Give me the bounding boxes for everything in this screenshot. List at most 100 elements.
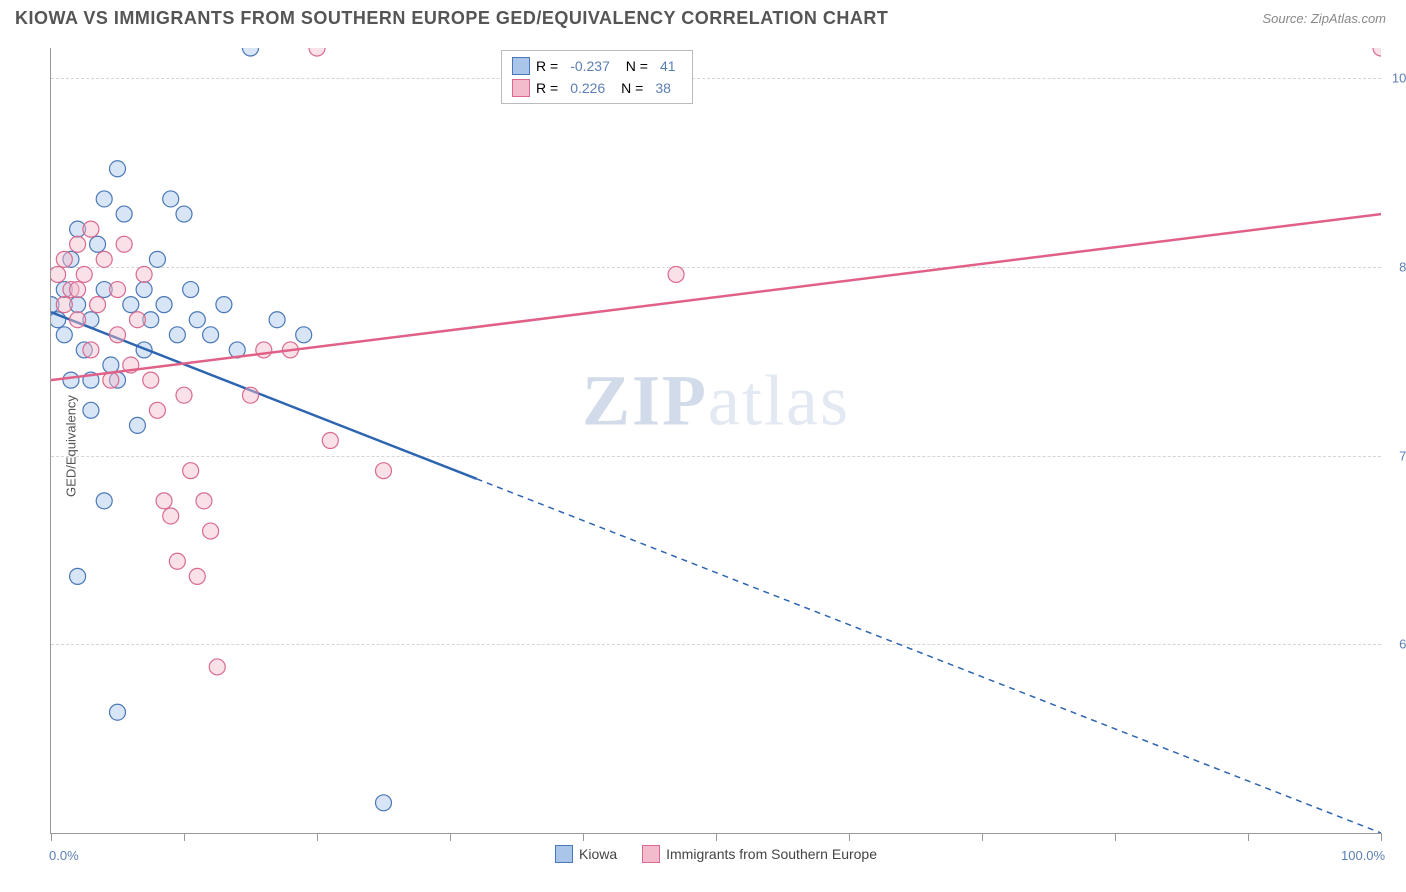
x-tick <box>1381 833 1382 841</box>
data-point <box>110 704 126 720</box>
data-point <box>163 508 179 524</box>
data-point <box>70 236 86 252</box>
chart-plot-area: ZIPatlas 62.5%75.0%87.5%100.0%0.0%100.0%… <box>50 48 1381 834</box>
trend-line-dashed <box>477 479 1381 833</box>
legend-item: Kiowa <box>555 845 617 863</box>
data-point <box>1373 48 1381 56</box>
legend-swatch <box>642 845 660 863</box>
data-point <box>70 282 86 298</box>
x-tick <box>982 833 983 841</box>
stat-label: N = <box>622 55 648 77</box>
data-point <box>51 266 66 282</box>
data-point <box>70 312 86 328</box>
data-point <box>163 191 179 207</box>
data-point <box>96 251 112 267</box>
source-label: Source: ZipAtlas.com <box>1262 11 1386 26</box>
stat-r: 0.226 <box>570 77 605 99</box>
stat-n: 41 <box>660 55 676 77</box>
data-point <box>149 251 165 267</box>
x-tick <box>716 833 717 841</box>
x-tick <box>1115 833 1116 841</box>
data-point <box>203 327 219 343</box>
data-point <box>110 282 126 298</box>
stat-n: 38 <box>655 77 671 99</box>
x-tick <box>317 833 318 841</box>
trend-line <box>51 214 1381 380</box>
y-tick-label: 87.5% <box>1399 259 1406 274</box>
data-point <box>156 297 172 313</box>
title-bar: KIOWA VS IMMIGRANTS FROM SOUTHERN EUROPE… <box>0 0 1406 33</box>
x-tick <box>51 833 52 841</box>
x-tick <box>849 833 850 841</box>
data-point <box>129 312 145 328</box>
data-point <box>209 659 225 675</box>
data-point <box>203 523 219 539</box>
data-point <box>376 795 392 811</box>
data-point <box>90 297 106 313</box>
data-point <box>176 387 192 403</box>
stats-legend: R = -0.237 N = 41 R = 0.226 N = 38 <box>501 50 693 104</box>
data-point <box>110 327 126 343</box>
data-point <box>269 312 285 328</box>
data-point <box>96 191 112 207</box>
x-tick-label: 100.0% <box>1341 848 1385 863</box>
data-point <box>189 568 205 584</box>
data-point <box>183 463 199 479</box>
legend-item: Immigrants from Southern Europe <box>642 845 877 863</box>
x-tick <box>583 833 584 841</box>
legend-swatch <box>512 57 530 75</box>
legend-swatch <box>555 845 573 863</box>
data-point <box>322 433 338 449</box>
data-point <box>243 48 259 56</box>
chart-title: KIOWA VS IMMIGRANTS FROM SOUTHERN EUROPE… <box>15 8 888 29</box>
stat-r: -0.237 <box>570 55 610 77</box>
data-point <box>169 553 185 569</box>
data-point <box>156 493 172 509</box>
data-point <box>76 266 92 282</box>
stat-label: R = <box>536 55 558 77</box>
data-point <box>668 266 684 282</box>
legend-swatch <box>512 79 530 97</box>
bottom-legend: Kiowa Immigrants from Southern Europe <box>555 845 877 863</box>
stats-legend-row: R = -0.237 N = 41 <box>512 55 682 77</box>
data-point <box>63 372 79 388</box>
data-point <box>376 463 392 479</box>
data-point <box>243 387 259 403</box>
x-tick <box>184 833 185 841</box>
data-point <box>129 417 145 433</box>
data-point <box>136 282 152 298</box>
data-point <box>83 402 99 418</box>
stats-legend-row: R = 0.226 N = 38 <box>512 77 682 99</box>
data-point <box>256 342 272 358</box>
data-point <box>56 297 72 313</box>
data-point <box>110 161 126 177</box>
data-point <box>189 312 205 328</box>
legend-label: Immigrants from Southern Europe <box>666 846 877 862</box>
data-point <box>56 251 72 267</box>
data-point <box>103 357 119 373</box>
data-point <box>56 327 72 343</box>
data-point <box>143 372 159 388</box>
stat-label: N = <box>617 77 643 99</box>
data-point <box>309 48 325 56</box>
y-tick-label: 100.0% <box>1392 71 1406 86</box>
data-point <box>116 206 132 222</box>
data-point <box>96 493 112 509</box>
x-tick-label: 0.0% <box>49 848 79 863</box>
data-point <box>216 297 232 313</box>
data-point <box>196 493 212 509</box>
data-point <box>83 342 99 358</box>
y-tick-label: 75.0% <box>1399 448 1406 463</box>
x-tick <box>1248 833 1249 841</box>
x-tick <box>450 833 451 841</box>
data-point <box>136 266 152 282</box>
data-point <box>83 221 99 237</box>
data-point <box>176 206 192 222</box>
data-point <box>90 236 106 252</box>
data-point <box>183 282 199 298</box>
data-point <box>169 327 185 343</box>
stat-label: R = <box>536 77 558 99</box>
data-point <box>296 327 312 343</box>
y-tick-label: 62.5% <box>1399 637 1406 652</box>
legend-label: Kiowa <box>579 846 617 862</box>
